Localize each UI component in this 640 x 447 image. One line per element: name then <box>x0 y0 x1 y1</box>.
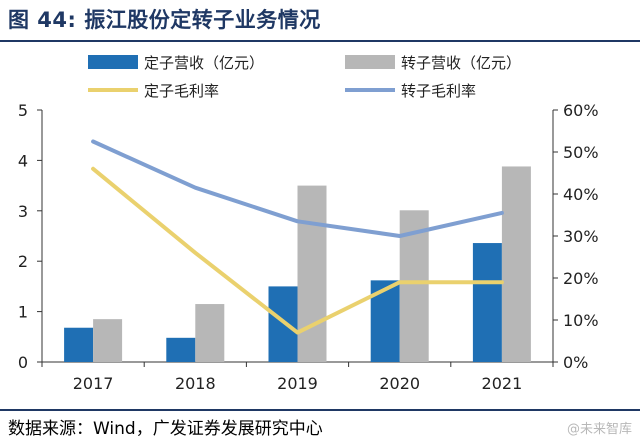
right-axis-tick-label: 10% <box>563 311 599 330</box>
watermark: @未来智库 <box>566 422 632 437</box>
legend-label: 转子营收（亿元） <box>401 54 521 72</box>
right-axis-tick-label: 0% <box>563 353 588 372</box>
chart: 定子营收（亿元） 转子营收（亿元）定子毛利率 转子毛利率 0123450%10%20… <box>18 54 599 393</box>
x-axis-tick-label: 2020 <box>379 374 420 393</box>
x-axis-tick-label: 2017 <box>73 374 114 393</box>
bar-stator <box>64 327 94 362</box>
legend-swatch <box>88 55 138 69</box>
right-axis-tick-label: 50% <box>563 143 599 162</box>
bar-stator <box>268 286 298 362</box>
left-axis-tick-label: 5 <box>18 101 28 120</box>
legend-swatch <box>345 55 395 69</box>
page-title: 图 44: 振江股份定转子业务情况 <box>8 8 321 32</box>
left-axis-tick-label: 3 <box>18 202 28 221</box>
lines <box>91 139 504 335</box>
bar-stator <box>472 243 502 362</box>
title-divider <box>0 40 640 42</box>
right-axis-tick-label: 30% <box>563 227 599 246</box>
bar-stator <box>166 337 196 362</box>
x-axis-tick-label: 2019 <box>277 374 318 393</box>
legend-label: 定子营收（亿元） <box>144 54 264 72</box>
bars <box>64 166 531 362</box>
legend-label: 定子毛利率 <box>144 82 219 100</box>
x-axis-tick-label: 2018 <box>175 374 216 393</box>
x-axis-tick-label: 2021 <box>482 374 523 393</box>
right-axis-tick-label: 40% <box>563 185 599 204</box>
bar-rotor <box>297 185 327 362</box>
legend: 定子营收（亿元） 转子营收（亿元） 定子毛利率 转子毛利率 <box>88 54 521 100</box>
bar-rotor <box>501 166 531 362</box>
right-axis-tick-label: 20% <box>563 269 599 288</box>
source-note: 数据来源：Wind，广发证券发展研究中心 <box>8 419 323 439</box>
left-axis-tick-label: 1 <box>18 303 28 322</box>
left-axis-tick-label: 0 <box>18 353 28 372</box>
left-axis-tick-label: 4 <box>18 151 28 170</box>
legend-label: 转子毛利率 <box>401 82 476 100</box>
right-axis-tick-label: 60% <box>563 101 599 120</box>
bar-rotor <box>93 319 123 362</box>
bar-rotor <box>195 304 225 362</box>
footer-divider <box>0 409 640 411</box>
left-axis-tick-label: 2 <box>18 252 28 271</box>
